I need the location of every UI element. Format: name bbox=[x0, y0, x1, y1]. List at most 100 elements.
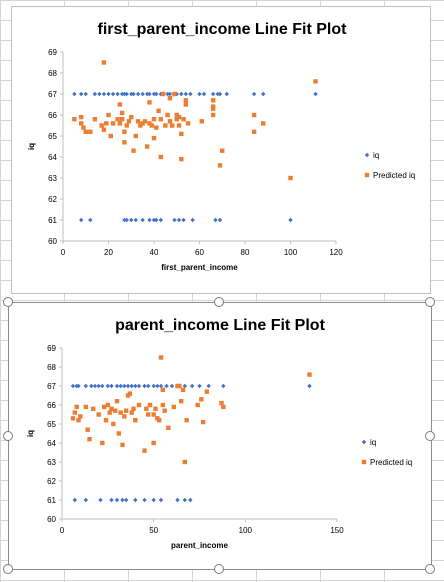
iq-point bbox=[115, 91, 120, 97]
iq-point bbox=[158, 497, 164, 503]
iq-point bbox=[210, 91, 216, 97]
predicted-iq-point bbox=[147, 100, 152, 105]
x-tick-label: 100 bbox=[239, 526, 253, 535]
predicted-iq-point bbox=[149, 123, 154, 128]
iq-point bbox=[221, 383, 226, 389]
predicted-iq-point bbox=[87, 437, 92, 442]
legend-marker-predicted-iq bbox=[364, 172, 370, 178]
predicted-iq-point bbox=[135, 119, 141, 124]
predicted-iq-point bbox=[126, 119, 132, 124]
iq-point bbox=[118, 383, 123, 389]
predicted-iq-point bbox=[163, 123, 168, 128]
iq-point bbox=[179, 91, 184, 97]
predicted-iq-point bbox=[133, 418, 138, 423]
predicted-iq-point bbox=[136, 402, 142, 408]
y-tick-label: 67 bbox=[48, 90, 57, 99]
iq-point bbox=[114, 497, 120, 503]
y-tick-label: 60 bbox=[48, 237, 57, 246]
iq-point bbox=[120, 497, 125, 503]
predicted-iq-point bbox=[99, 123, 104, 128]
predicted-iq-point bbox=[156, 108, 161, 113]
predicted-iq-point bbox=[183, 98, 189, 103]
predicted-iq-point bbox=[83, 129, 88, 134]
predicted-iq-point bbox=[138, 123, 143, 128]
x-tick-label: 40 bbox=[150, 248, 159, 257]
x-tick-label: 20 bbox=[104, 248, 113, 257]
iq-point bbox=[224, 91, 229, 97]
iq-point bbox=[144, 91, 150, 97]
predicted-iq-point bbox=[217, 163, 223, 168]
iq-point bbox=[167, 91, 173, 97]
iq-point bbox=[261, 91, 266, 97]
chart-first-parent-income[interactable]: first_parent_income Line Fit Plot 60 61 62 6… bbox=[11, 6, 431, 294]
predicted-iq-point bbox=[251, 112, 257, 118]
iq-point bbox=[169, 383, 175, 389]
x-tick-label: 50 bbox=[149, 526, 158, 535]
predicted-iq-point bbox=[184, 418, 189, 423]
iq-point bbox=[251, 91, 257, 97]
chart-parent-income[interactable]: parent_income Line Fit Plot 60 61 62 63 64 65 6… bbox=[8, 302, 432, 570]
y-tick-label: 65 bbox=[48, 132, 57, 141]
predicted-iq-point bbox=[131, 148, 136, 153]
iq-point bbox=[181, 217, 186, 223]
y-tick-label: 69 bbox=[47, 344, 56, 353]
iq-point bbox=[142, 383, 147, 389]
predicted-iq-point bbox=[101, 404, 107, 410]
iq-point bbox=[158, 383, 164, 389]
predicted-iq-point bbox=[176, 114, 182, 120]
iq-point bbox=[129, 217, 134, 223]
resize-handle-top-middle[interactable] bbox=[214, 297, 224, 307]
predicted-iq-point bbox=[111, 421, 116, 427]
predicted-iq-point bbox=[179, 156, 184, 162]
predicted-iq-point bbox=[110, 121, 116, 126]
iq-point bbox=[72, 497, 78, 503]
predicted-iq-point bbox=[251, 129, 257, 134]
y-axis-title: iq bbox=[26, 430, 35, 437]
resize-handle-bottom-left[interactable] bbox=[3, 564, 13, 574]
iq-point bbox=[188, 497, 193, 503]
predicted-iq-point bbox=[101, 127, 107, 132]
resize-handle-top-right[interactable] bbox=[425, 297, 435, 307]
iq-point bbox=[96, 383, 101, 389]
resize-handle-bottom-middle[interactable] bbox=[214, 564, 224, 574]
chart-first-parent-income-svg: first_parent_income Line Fit Plot 60 61 62 6… bbox=[27, 21, 415, 272]
iq-point bbox=[213, 217, 218, 223]
iq-point bbox=[201, 91, 207, 97]
resize-handle-middle-right[interactable] bbox=[425, 431, 435, 441]
iq-point bbox=[83, 497, 89, 503]
iq-point bbox=[131, 91, 136, 97]
predicted-iq-point bbox=[158, 117, 164, 122]
predicted-iq-point bbox=[158, 154, 164, 160]
iq-point bbox=[133, 497, 138, 503]
resize-handle-top-left[interactable] bbox=[3, 297, 13, 307]
iq-point bbox=[114, 383, 120, 389]
y-tick-label: 65 bbox=[47, 420, 56, 429]
iq-point bbox=[124, 217, 129, 223]
predicted-iq-point bbox=[167, 119, 173, 124]
predicted-iq-point bbox=[165, 112, 170, 118]
iq-point bbox=[197, 383, 202, 389]
predicted-iq-point bbox=[122, 129, 127, 134]
iq-point bbox=[124, 91, 129, 97]
predicted-iq-point bbox=[145, 412, 151, 417]
predicted-iq-point bbox=[199, 397, 204, 402]
predicted-iq-point bbox=[180, 387, 186, 392]
resize-handle-bottom-right[interactable] bbox=[425, 564, 435, 574]
resize-handle-middle-left[interactable] bbox=[3, 431, 13, 441]
predicted-iq-point bbox=[127, 391, 133, 396]
iq-point bbox=[122, 217, 127, 223]
iq-point bbox=[151, 383, 156, 389]
predicted-iq-point bbox=[129, 114, 134, 120]
legend-marker-iq bbox=[364, 152, 370, 158]
iq-point bbox=[136, 383, 142, 389]
predicted-iq-point bbox=[200, 419, 206, 425]
predicted-iq-point bbox=[112, 408, 118, 413]
predicted-iq-point bbox=[122, 140, 127, 145]
iq-point bbox=[140, 91, 145, 97]
predicted-iq-point bbox=[109, 406, 114, 411]
predicted-iq-point bbox=[100, 440, 105, 446]
predicted-iq-point bbox=[183, 102, 189, 107]
predicted-iq-point bbox=[166, 425, 171, 430]
predicted-iq-point bbox=[85, 427, 90, 432]
predicted-iq-point bbox=[151, 135, 157, 141]
